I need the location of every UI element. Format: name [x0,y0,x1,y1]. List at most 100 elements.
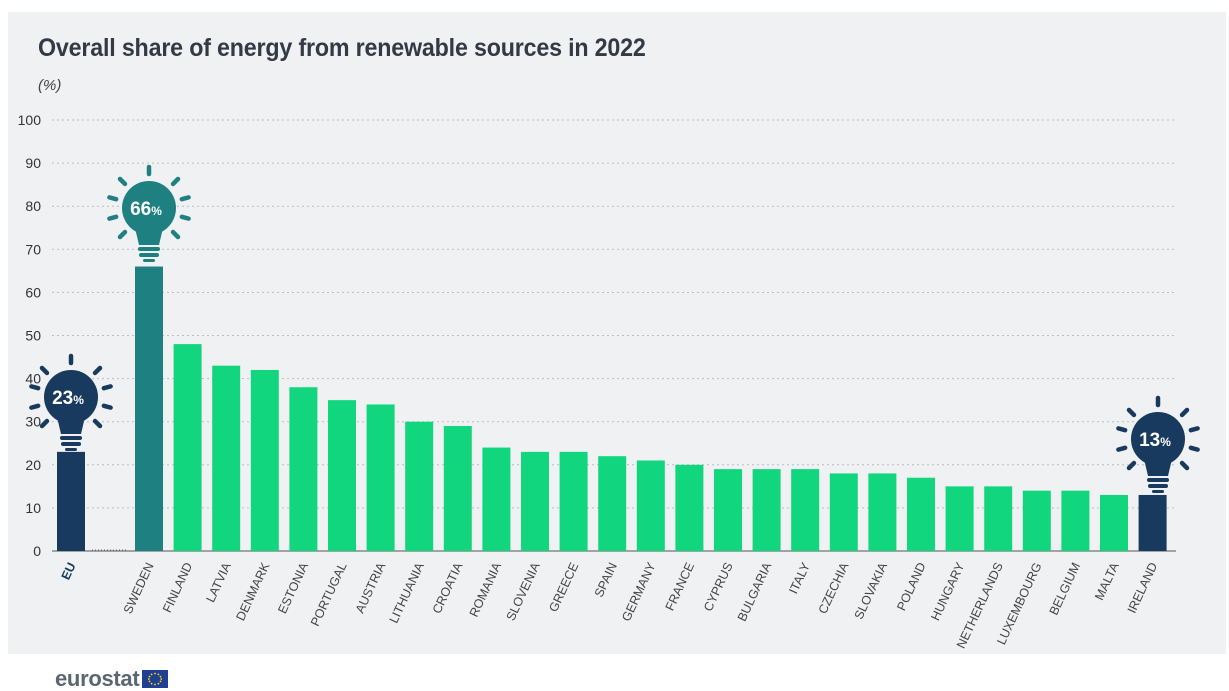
x-tick-label-cyprus: CYPRUS [701,560,736,613]
bulb-globe [44,370,98,424]
x-tick-label-latvia: LATVIA [203,560,234,605]
x-tick-label-spain: SPAIN [592,560,620,599]
bar-germany [636,460,665,551]
bar-cyprus [714,469,742,551]
bar-austria [366,404,395,551]
bulb-base-tip [65,448,77,451]
bulb-base-ring [139,253,159,257]
bulb-ray [107,195,119,202]
y-tick-label-0: 0 [33,543,41,559]
bulb-ray [101,403,113,410]
y-tick-label-30: 30 [25,414,41,430]
bulb-base-tip [1152,490,1164,493]
bulb-ray [101,384,113,391]
bulb-ray [1179,407,1190,418]
bulb-value-suffix: % [73,393,84,407]
y-tick-label-80: 80 [25,198,41,214]
bulb-ray [1116,426,1128,433]
eurostat-logo: eurostat [55,666,169,691]
bar-czechia [829,473,858,551]
bulb-base-tip [143,259,155,262]
bulb-ray [29,403,41,410]
bulb-value-suffix: % [151,204,162,218]
bulb-ray [1188,426,1200,433]
bulb-value-number: 13 [1139,430,1160,451]
bulb-ray [170,176,181,187]
bar-denmark [250,369,279,551]
bar-luxembourg [1022,490,1051,551]
bar-portugal [328,400,356,551]
x-tick-label-lithuania: LITHUANIA [387,560,428,626]
x-tick-label-portugal: PORTUGAL [308,560,350,628]
bulb-ray [117,229,128,240]
bar-france [675,464,704,551]
bulb-globe [122,181,176,235]
y-tick-label-100: 100 [18,112,42,128]
y-tick-label-90: 90 [25,155,41,171]
y-tick-label-10: 10 [25,500,41,516]
bar-slovakia [868,473,897,551]
bar-romania [482,447,511,551]
unit-label: (%) [38,77,62,94]
bar-bulgaria [752,469,781,551]
bulb-ray [1179,460,1190,471]
bulb-ray [170,229,181,240]
chart-title: Overall share of energy from renewable s… [38,34,646,62]
bar-eu [57,451,85,551]
y-tick-label-60: 60 [25,284,41,300]
bulb-ray [29,384,41,391]
x-tick-label-malta: MALTA [1092,560,1122,603]
bar-croatia [443,426,472,551]
x-tick-label-romania: ROMANIA [467,560,505,619]
bulb-base-ring [1148,484,1168,488]
bulb-ray [179,214,191,221]
bar-finland [173,344,202,551]
x-tick-label-sweden: SWEDEN [121,560,157,616]
x-tick-label-denmark: DENMARK [233,560,272,623]
bulb-value-eu: 23% [52,388,84,409]
bulb-sweden-icon: 66% [107,164,191,262]
bulb-eu-icon: 23% [29,353,113,451]
x-tick-label-slovakia: SLOVAKIA [852,560,891,622]
bar-estonia [289,387,318,551]
bulb-ray [92,365,103,376]
bulb-base-ring [1147,478,1169,482]
bar-sweden [135,266,163,551]
bulb-ray [1116,445,1128,452]
bulb-value-number: 66 [130,199,151,220]
bulb-value-suffix: % [1160,435,1171,449]
bar-spain [598,456,627,551]
bulb-base-ring [61,442,81,446]
bar-greece [559,451,588,551]
bulb-globe [1131,412,1185,466]
logo-text: eurostat [55,666,140,691]
y-tick-label-50: 50 [25,328,41,344]
bulb-ray [107,214,119,221]
x-tick-label-bulgaria: BULGARIA [735,560,775,624]
x-tick-label-greece: GREECE [546,560,581,614]
x-tick-label-slovenia: SLOVENIA [504,560,543,623]
x-tick-label-italy: ITALY [786,560,813,596]
x-tick-label-hungary: HUNGARY [928,560,967,623]
bulb-neck [135,228,163,245]
bulb-value-number: 23 [52,388,73,409]
bar-poland [907,477,935,551]
bar-lithuania [405,421,434,551]
bulb-base-ring [60,436,82,440]
bulb-base-ring [138,247,160,251]
bar-italy [791,469,820,551]
bar-slovenia [521,451,549,551]
eu-flag-icon [142,670,169,688]
bar-netherlands [984,486,1013,551]
x-tick-label-finland: FINLAND [160,560,195,614]
bar-belgium [1061,490,1090,551]
x-tick-label-belgium: BELGIUM [1047,560,1083,617]
y-tick-label-20: 20 [25,457,41,473]
y-tick-label-70: 70 [25,241,41,257]
x-tick-label-eu: EU [59,560,79,582]
bulb-ireland-icon: 13% [1116,395,1200,493]
bulb-ray [1188,445,1200,452]
y-tick-label-40: 40 [25,371,41,387]
bulb-value-sweden: 66% [130,199,162,220]
